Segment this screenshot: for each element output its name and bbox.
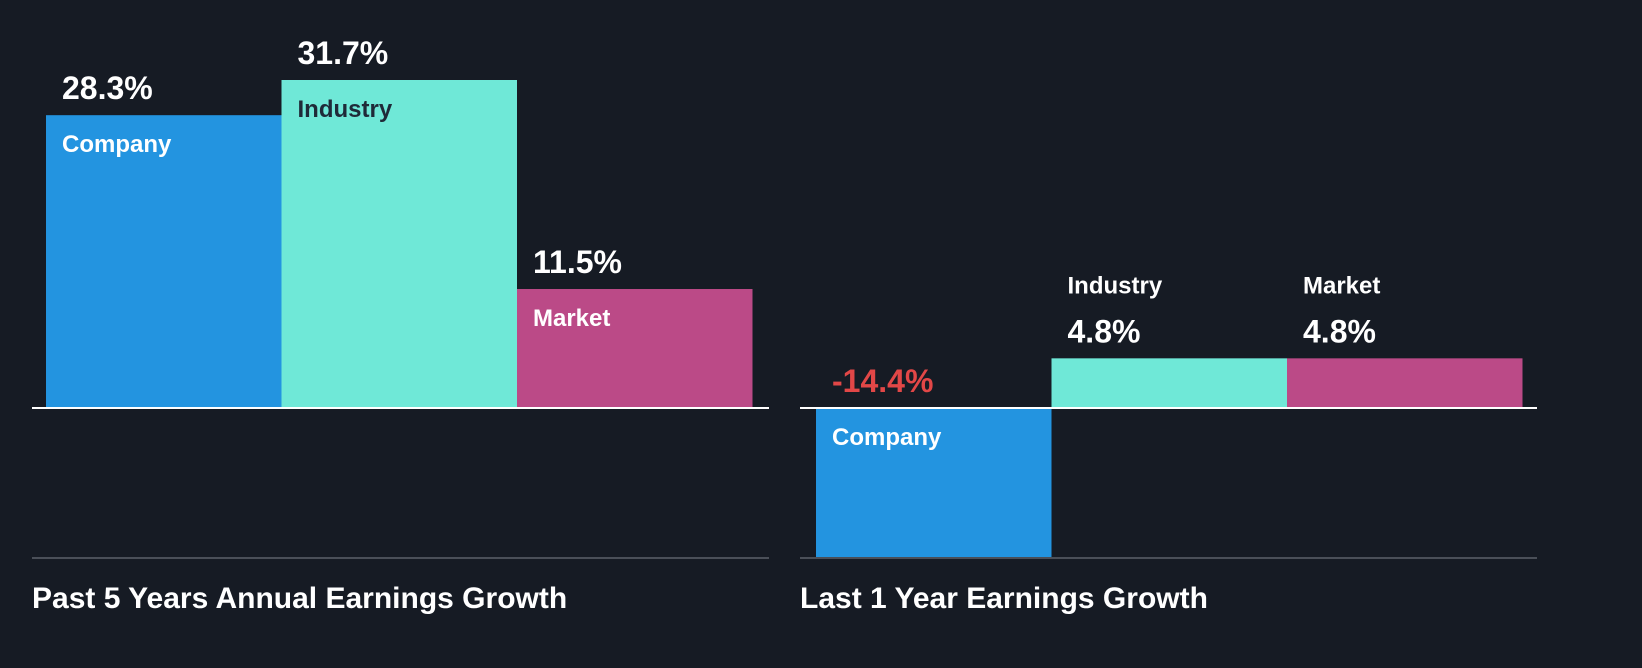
category-label-industry-1y: Industry (1068, 272, 1163, 299)
category-label-market-1y: Market (1303, 272, 1380, 299)
bar-industry-1y (1051, 358, 1287, 408)
category-label-market-5y: Market (533, 305, 610, 332)
panel-past-5-years: 28.3% 31.7% 11.5% Company Industry Marke… (32, 35, 769, 615)
value-label-market-1y: 4.8% (1303, 313, 1376, 349)
bar-market-5y (517, 289, 753, 408)
value-label-industry-5y: 31.7% (298, 35, 389, 71)
bar-market-1y (1287, 358, 1523, 408)
category-label-company-1y: Company (832, 424, 942, 451)
value-label-industry-1y: 4.8% (1068, 313, 1141, 349)
bar-industry-5y (281, 80, 517, 408)
value-label-company-1y: -14.4% (832, 363, 933, 399)
chart-title-1y: Last 1 Year Earnings Growth (800, 582, 1208, 615)
panel-last-1-year: -14.4% 4.8% 4.8% Company Industry Market… (800, 272, 1537, 615)
bar-company-5y (46, 115, 282, 408)
category-label-industry-5y: Industry (298, 96, 393, 123)
category-label-company-5y: Company (62, 131, 172, 158)
value-label-market-5y: 11.5% (533, 244, 622, 280)
value-label-company-5y: 28.3% (62, 70, 153, 106)
chart-title-5y: Past 5 Years Annual Earnings Growth (32, 582, 567, 615)
bar-company-1y (816, 408, 1052, 557)
